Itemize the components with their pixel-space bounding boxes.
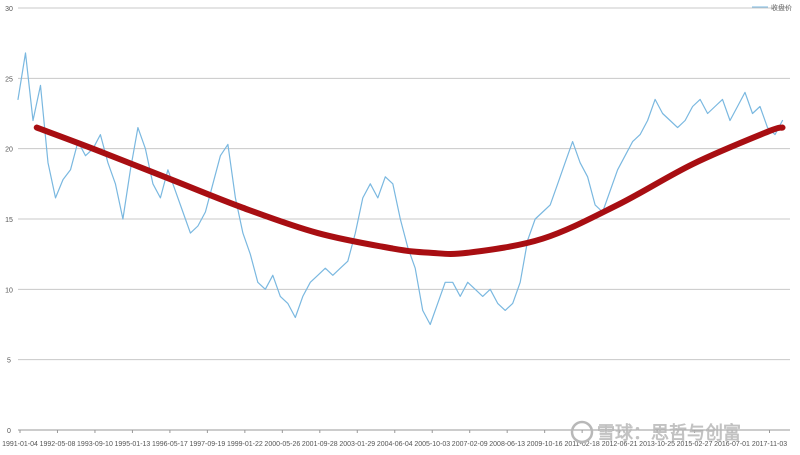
- y-tick-label: 25: [5, 76, 13, 83]
- legend-label: 收盘价: [771, 3, 792, 12]
- x-tick-label: 2009-10-16: [527, 441, 563, 448]
- series-layer: [17, 52, 786, 326]
- y-tick-label: 10: [5, 287, 13, 294]
- x-tick-label: 2001-09-28: [302, 441, 338, 448]
- legend: 收盘价: [752, 3, 792, 12]
- x-tick-label: 2016-07-01: [714, 441, 750, 448]
- x-tick-label: 1991-01-04: [2, 441, 38, 448]
- watermark-text: 雪球：思哲与创富: [597, 422, 741, 444]
- grid-layer: [18, 7, 790, 431]
- x-tick-label: 2017-11-03: [752, 441, 787, 448]
- x-tick-label: 1999-01-22: [227, 441, 263, 448]
- x-tick-label: 1997-09-19: [189, 441, 225, 448]
- x-tick-label: 1996-05-17: [152, 441, 188, 448]
- trend-curve: [33, 124, 786, 257]
- x-tick-label: 2011-02-18: [564, 441, 599, 448]
- watermark: 雪球：思哲与创富: [570, 420, 741, 444]
- x-tick-label: 1992-05-08: [40, 441, 76, 448]
- x-tick-label: 2008-06-13: [489, 441, 525, 448]
- y-tick-label: 15: [5, 217, 13, 224]
- x-tick-label: 2015-02-27: [677, 441, 713, 448]
- x-tick-label: 2007-02-09: [452, 441, 488, 448]
- x-tick-label: 1995-01-13: [115, 441, 151, 448]
- series-line-close-price: [17, 52, 784, 326]
- x-tick-label: 2012-06-21: [602, 441, 638, 448]
- y-tick-label: 30: [5, 6, 13, 13]
- axis-layer: 0 5 10 15 20 25 30 1991-01-04 1992-05-08 1993-09-…: [2, 6, 787, 448]
- y-tick-label: 20: [5, 147, 13, 154]
- y-tick-label: 5: [7, 358, 11, 365]
- x-tick-label: 2004-06-04: [377, 441, 413, 448]
- x-tick-label: 1993-09-10: [77, 441, 113, 448]
- snowball-logo-icon: [570, 420, 594, 444]
- y-tick-label: 0: [7, 428, 11, 435]
- x-tick-label: 2003-01-29: [339, 441, 375, 448]
- x-tick-label: 2013-10-25: [639, 441, 675, 448]
- x-tick-label: 2005-10-03: [414, 441, 450, 448]
- x-tick-label: 2000-05-26: [264, 441, 300, 448]
